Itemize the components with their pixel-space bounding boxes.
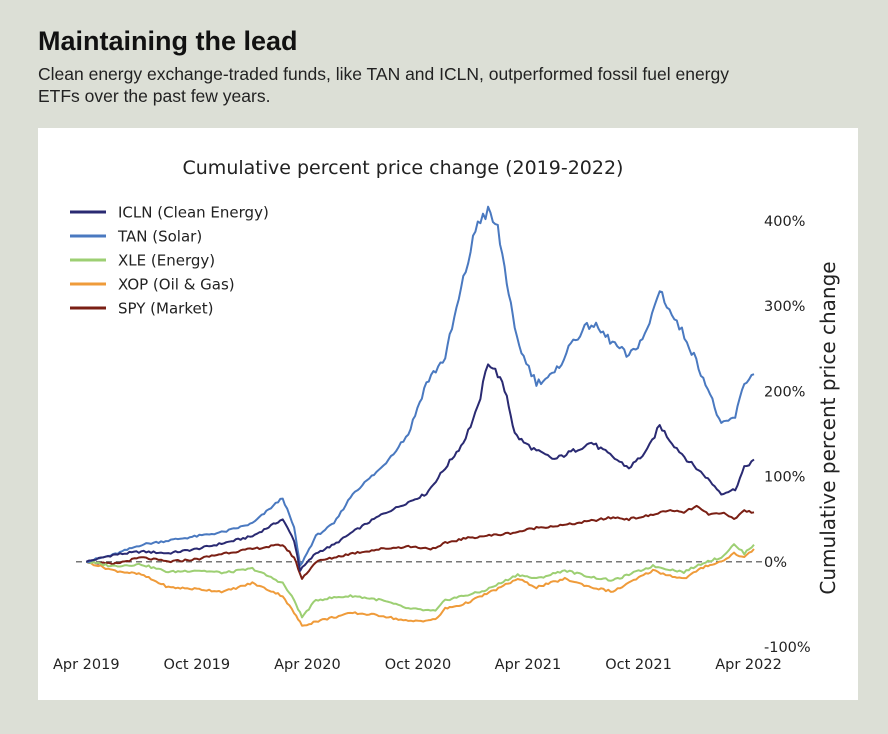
y-tick-label: -100%	[764, 640, 811, 656]
legend-item: TAN (Solar)	[70, 228, 202, 246]
legend-label: SPY (Market)	[118, 300, 213, 318]
x-tick-label: Apr 2022	[715, 657, 782, 673]
y-tick-label: 0%	[764, 555, 787, 571]
legend-label: TAN (Solar)	[117, 228, 202, 246]
x-tick-label: Oct 2019	[164, 657, 231, 673]
subtitle: Clean energy exchange-traded funds, like…	[38, 64, 729, 106]
y-tick-label: 200%	[764, 384, 805, 400]
line-chart: Cumulative percent price change (2019-20…	[53, 157, 840, 673]
legend-item: SPY (Market)	[70, 300, 213, 318]
legend-item: ICLN (Clean Energy)	[70, 204, 269, 222]
series-line-xle	[86, 543, 755, 619]
y-axis-label: Cumulative percent price change	[816, 261, 840, 594]
y-tick-label: 400%	[764, 214, 805, 230]
series-line-xop	[86, 548, 755, 627]
legend-label: XOP (Oil & Gas)	[118, 276, 235, 294]
x-tick-label: Oct 2021	[605, 657, 672, 673]
legend-label: ICLN (Clean Energy)	[118, 204, 269, 222]
headline: Maintaining the lead	[38, 26, 298, 56]
x-tick-label: Apr 2020	[274, 657, 341, 673]
series-line-icln	[85, 363, 755, 572]
chart-title: Cumulative percent price change (2019-20…	[183, 157, 624, 179]
legend-label: XLE (Energy)	[118, 252, 215, 270]
series-line-tan	[86, 205, 755, 567]
series-line-spy	[85, 504, 755, 580]
y-tick-label: 300%	[764, 299, 805, 315]
legend-item: XLE (Energy)	[70, 252, 215, 270]
legend-item: XOP (Oil & Gas)	[70, 276, 235, 294]
x-tick-label: Apr 2021	[495, 657, 562, 673]
y-tick-label: 100%	[764, 470, 805, 486]
x-tick-label: Oct 2020	[385, 657, 452, 673]
x-tick-label: Apr 2019	[53, 657, 120, 673]
chart-panel: Cumulative percent price change (2019-20…	[38, 128, 858, 700]
